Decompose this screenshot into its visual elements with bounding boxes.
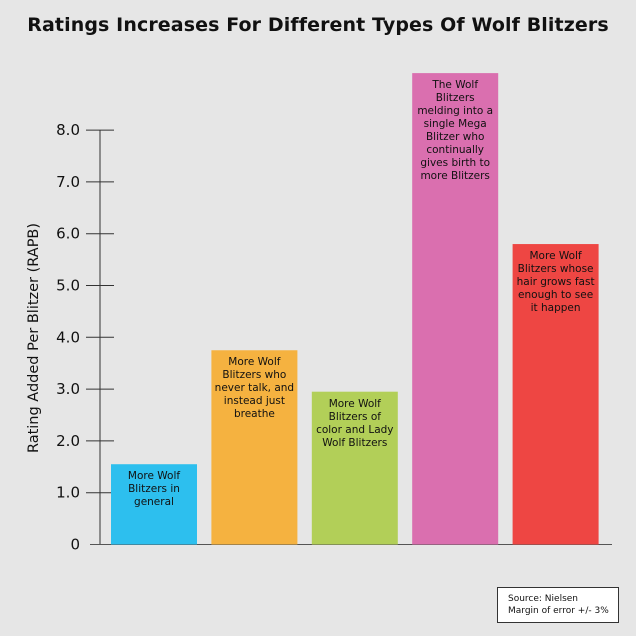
- bar-label: More Wolf Blitzers of color and Lady Wol…: [316, 397, 394, 449]
- bar: [512, 244, 599, 545]
- bar-label: The Wolf Blitzers melding into a single …: [417, 79, 494, 183]
- y-tick-label: 0: [70, 536, 80, 554]
- y-tick-label: 6.0: [56, 225, 80, 243]
- y-tick-label: 3.0: [56, 380, 80, 398]
- bar-label: More Wolf Blitzers whose hair grows fast…: [516, 250, 595, 315]
- bar: [412, 73, 499, 545]
- bar: [211, 350, 298, 545]
- bar: [311, 391, 398, 545]
- margin-of-error-line: Margin of error +/- 3%: [508, 606, 609, 616]
- y-tick-label: 2.0: [56, 432, 80, 450]
- bar: [111, 464, 197, 545]
- source-line: Source: Nielsen: [508, 594, 579, 604]
- y-tick-label: 5.0: [56, 277, 80, 295]
- source-box: Source: Nielsen Margin of error +/- 3%: [497, 587, 619, 623]
- y-tick-label: 8.0: [56, 121, 80, 139]
- y-tick-label: 7.0: [56, 173, 80, 191]
- bar-label: More Wolf Blitzers in general: [127, 470, 181, 509]
- chart-title: Ratings Increases For Different Types Of…: [27, 14, 609, 36]
- bar-label: More Wolf Blitzers who never talk, and i…: [214, 356, 295, 421]
- y-tick-label: 1.0: [56, 484, 80, 502]
- y-tick-label: 4.0: [56, 328, 80, 346]
